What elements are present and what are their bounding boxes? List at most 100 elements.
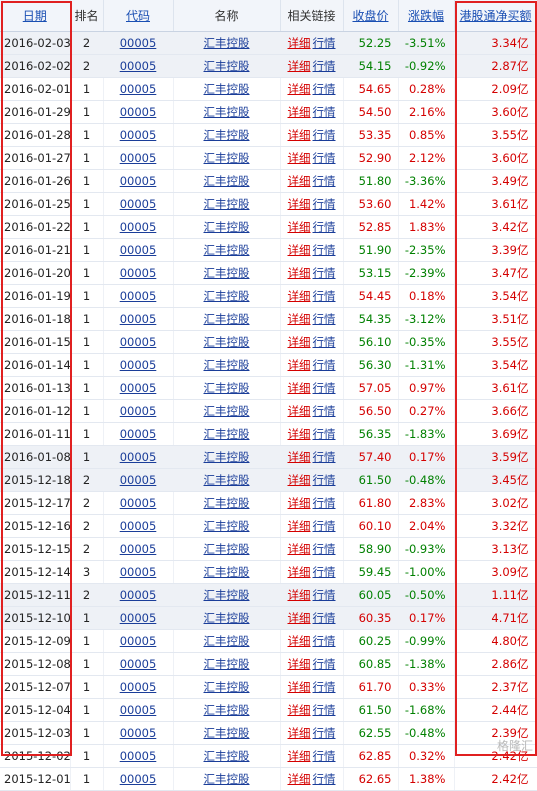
detail-link[interactable]: 详细 [287,381,311,395]
code-link[interactable]: 00005 [119,174,157,188]
quote-link[interactable]: 行情 [312,220,336,234]
detail-link[interactable]: 详细 [287,358,311,372]
quote-link[interactable]: 行情 [312,335,336,349]
code-link[interactable]: 00005 [119,473,157,487]
name-link[interactable]: 汇丰控股 [203,266,250,280]
name-link[interactable]: 汇丰控股 [203,565,250,579]
name-link[interactable]: 汇丰控股 [203,450,250,464]
code-link[interactable]: 00005 [119,726,157,740]
name-link[interactable]: 汇丰控股 [203,59,250,73]
quote-link[interactable]: 行情 [312,151,336,165]
detail-link[interactable]: 详细 [287,473,311,487]
name-link[interactable]: 汇丰控股 [203,473,250,487]
code-link[interactable]: 00005 [119,36,157,50]
quote-link[interactable]: 行情 [312,82,336,96]
name-link[interactable]: 汇丰控股 [203,105,250,119]
quote-link[interactable]: 行情 [312,36,336,50]
quote-link[interactable]: 行情 [312,634,336,648]
name-link[interactable]: 汇丰控股 [203,220,250,234]
name-link[interactable]: 汇丰控股 [203,243,250,257]
detail-link[interactable]: 详细 [287,680,311,694]
quote-link[interactable]: 行情 [312,266,336,280]
detail-link[interactable]: 详细 [287,404,311,418]
name-link[interactable]: 汇丰控股 [203,358,250,372]
name-link[interactable]: 汇丰控股 [203,657,250,671]
code-link[interactable]: 00005 [119,197,157,211]
code-link[interactable]: 00005 [119,243,157,257]
code-link[interactable]: 00005 [119,358,157,372]
code-link[interactable]: 00005 [119,542,157,556]
name-link[interactable]: 汇丰控股 [203,151,250,165]
name-link[interactable]: 汇丰控股 [203,634,250,648]
name-link[interactable]: 汇丰控股 [203,749,250,763]
code-link[interactable]: 00005 [119,634,157,648]
quote-link[interactable]: 行情 [312,404,336,418]
quote-link[interactable]: 行情 [312,680,336,694]
quote-link[interactable]: 行情 [312,289,336,303]
code-link[interactable]: 00005 [119,519,157,533]
quote-link[interactable]: 行情 [312,381,336,395]
quote-link[interactable]: 行情 [312,496,336,510]
code-link[interactable]: 00005 [119,59,157,73]
header-close[interactable]: 收盘价 [343,0,399,32]
code-link[interactable]: 00005 [119,565,157,579]
name-link[interactable]: 汇丰控股 [203,772,250,786]
detail-link[interactable]: 详细 [287,59,311,73]
quote-link[interactable]: 行情 [312,243,336,257]
code-link[interactable]: 00005 [119,404,157,418]
detail-link[interactable]: 详细 [287,749,311,763]
quote-link[interactable]: 行情 [312,542,336,556]
name-link[interactable]: 汇丰控股 [203,519,250,533]
name-link[interactable]: 汇丰控股 [203,82,250,96]
quote-link[interactable]: 行情 [312,473,336,487]
code-link[interactable]: 00005 [119,427,157,441]
detail-link[interactable]: 详细 [287,197,311,211]
quote-link[interactable]: 行情 [312,105,336,119]
code-link[interactable]: 00005 [119,266,157,280]
name-link[interactable]: 汇丰控股 [203,726,250,740]
code-link[interactable]: 00005 [119,450,157,464]
detail-link[interactable]: 详细 [287,335,311,349]
quote-link[interactable]: 行情 [312,519,336,533]
detail-link[interactable]: 详细 [287,243,311,257]
name-link[interactable]: 汇丰控股 [203,496,250,510]
code-link[interactable]: 00005 [119,496,157,510]
detail-link[interactable]: 详细 [287,105,311,119]
quote-link[interactable]: 行情 [312,611,336,625]
quote-link[interactable]: 行情 [312,59,336,73]
detail-link[interactable]: 详细 [287,450,311,464]
code-link[interactable]: 00005 [119,680,157,694]
quote-link[interactable]: 行情 [312,312,336,326]
detail-link[interactable]: 详细 [287,726,311,740]
code-link[interactable]: 00005 [119,312,157,326]
name-link[interactable]: 汇丰控股 [203,128,250,142]
header-code[interactable]: 代码 [103,0,174,32]
detail-link[interactable]: 详细 [287,312,311,326]
name-link[interactable]: 汇丰控股 [203,703,250,717]
quote-link[interactable]: 行情 [312,588,336,602]
detail-link[interactable]: 详细 [287,427,311,441]
name-link[interactable]: 汇丰控股 [203,588,250,602]
detail-link[interactable]: 详细 [287,634,311,648]
quote-link[interactable]: 行情 [312,726,336,740]
name-link[interactable]: 汇丰控股 [203,427,250,441]
detail-link[interactable]: 详细 [287,220,311,234]
detail-link[interactable]: 详细 [287,519,311,533]
quote-link[interactable]: 行情 [312,450,336,464]
quote-link[interactable]: 行情 [312,128,336,142]
detail-link[interactable]: 详细 [287,542,311,556]
code-link[interactable]: 00005 [119,703,157,717]
name-link[interactable]: 汇丰控股 [203,542,250,556]
header-change[interactable]: 涨跌幅 [398,0,455,32]
code-link[interactable]: 00005 [119,82,157,96]
quote-link[interactable]: 行情 [312,197,336,211]
detail-link[interactable]: 详细 [287,611,311,625]
detail-link[interactable]: 详细 [287,174,311,188]
name-link[interactable]: 汇丰控股 [203,335,250,349]
header-net-buy[interactable]: 港股通净买额 [454,0,537,32]
quote-link[interactable]: 行情 [312,749,336,763]
name-link[interactable]: 汇丰控股 [203,381,250,395]
name-link[interactable]: 汇丰控股 [203,611,250,625]
detail-link[interactable]: 详细 [287,266,311,280]
code-link[interactable]: 00005 [119,105,157,119]
